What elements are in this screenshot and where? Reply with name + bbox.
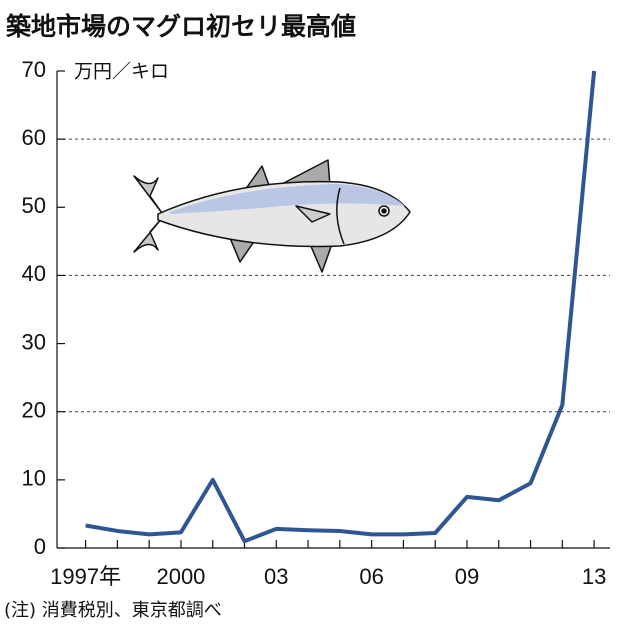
- y-tick-label: 70: [22, 57, 46, 82]
- y-axis-label: 万円／キロ: [74, 61, 169, 83]
- chart-title: 築地市場のマグロ初セリ最高値: [5, 12, 356, 41]
- y-tick-label: 10: [22, 466, 46, 491]
- x-tick-label: 03: [264, 564, 288, 589]
- y-tick-label: 60: [22, 125, 46, 150]
- note: (注) 消費税別、東京都調べ: [4, 600, 222, 621]
- y-tick-label: 0: [34, 534, 46, 559]
- y-tick-label: 50: [22, 193, 46, 218]
- x-tick-label: 06: [359, 564, 383, 589]
- line-series: [85, 70, 597, 544]
- x-tick-label: 1997年: [50, 564, 121, 589]
- fish-illustration: [133, 159, 411, 273]
- x-tick-label: 09: [455, 564, 479, 589]
- y-tick-label: 30: [22, 329, 46, 354]
- x-tick-label: 2000: [156, 564, 205, 589]
- y-tick-label: 40: [22, 261, 46, 286]
- y-tick-label: 20: [22, 398, 46, 423]
- x-tick-label: 13: [582, 564, 606, 589]
